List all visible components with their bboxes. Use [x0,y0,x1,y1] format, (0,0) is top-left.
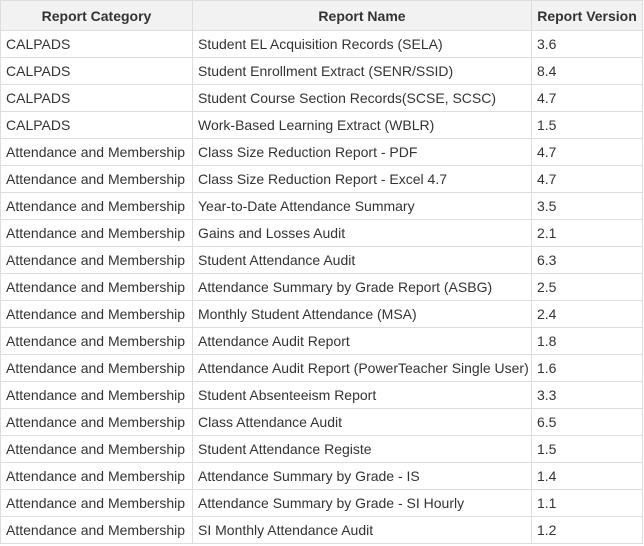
table-cell: 2.5 [532,274,643,301]
table-row: CALPADSStudent Course Section Records(SC… [1,85,643,112]
table-cell: Gains and Losses Audit [193,220,532,247]
table-cell: 1.2 [532,517,643,544]
table-cell: 1.5 [532,436,643,463]
table-cell: 6.3 [532,247,643,274]
table-cell: 2.4 [532,301,643,328]
table-cell: Attendance Summary by Grade - SI Hourly [193,490,532,517]
table-row: Attendance and MembershipStudent Attenda… [1,436,643,463]
table-cell: Attendance and Membership [1,436,193,463]
table-cell: Attendance and Membership [1,490,193,517]
table-cell: Attendance and Membership [1,517,193,544]
table-row: Attendance and MembershipAttendance Audi… [1,355,643,382]
table-row: Attendance and MembershipClass Size Redu… [1,166,643,193]
table-cell: CALPADS [1,85,193,112]
table-row: Attendance and MembershipClass Size Redu… [1,139,643,166]
table-cell: Attendance and Membership [1,382,193,409]
table-cell: Attendance and Membership [1,463,193,490]
table-cell: 3.6 [532,31,643,58]
table-cell: Monthly Student Attendance (MSA) [193,301,532,328]
table-cell: Attendance and Membership [1,166,193,193]
header-row: Report CategoryReport NameReport Version [1,1,643,31]
table-cell: 4.7 [532,139,643,166]
table-cell: Class Size Reduction Report - Excel 4.7 [193,166,532,193]
table-cell: 6.5 [532,409,643,436]
table-cell: 8.4 [532,58,643,85]
table-cell: Student EL Acquisition Records (SELA) [193,31,532,58]
table-cell: Attendance and Membership [1,409,193,436]
table-cell: SI Monthly Attendance Audit [193,517,532,544]
table-cell: Attendance Summary by Grade Report (ASBG… [193,274,532,301]
table-cell: Year-to-Date Attendance Summary [193,193,532,220]
table-cell: Attendance and Membership [1,220,193,247]
table-cell: Attendance and Membership [1,274,193,301]
table-cell: CALPADS [1,58,193,85]
table-cell: 1.4 [532,463,643,490]
table-cell: 1.6 [532,355,643,382]
column-header: Report Category [1,1,193,31]
table-cell: Attendance Summary by Grade - IS [193,463,532,490]
table-row: Attendance and MembershipAttendance Summ… [1,490,643,517]
table-cell: 1.5 [532,112,643,139]
table-row: CALPADSWork-Based Learning Extract (WBLR… [1,112,643,139]
table-row: Attendance and MembershipSI Monthly Atte… [1,517,643,544]
table-cell: 2.1 [532,220,643,247]
table-cell: Student Attendance Audit [193,247,532,274]
table-row: CALPADSStudent EL Acquisition Records (S… [1,31,643,58]
table-row: CALPADSStudent Enrollment Extract (SENR/… [1,58,643,85]
table-cell: Work-Based Learning Extract (WBLR) [193,112,532,139]
table-row: Attendance and MembershipAttendance Summ… [1,274,643,301]
table-cell: Class Size Reduction Report - PDF [193,139,532,166]
table-cell: Attendance and Membership [1,355,193,382]
table-cell: 4.7 [532,166,643,193]
table-cell: Attendance and Membership [1,247,193,274]
table-body: CALPADSStudent EL Acquisition Records (S… [1,31,643,544]
table-cell: Attendance and Membership [1,328,193,355]
table-cell: 3.5 [532,193,643,220]
table-cell: Student Course Section Records(SCSE, SCS… [193,85,532,112]
table-cell: CALPADS [1,112,193,139]
table-cell: Attendance and Membership [1,193,193,220]
table-row: Attendance and MembershipStudent Attenda… [1,247,643,274]
table-row: Attendance and MembershipAttendance Audi… [1,328,643,355]
table-cell: Attendance and Membership [1,139,193,166]
table-cell: 1.1 [532,490,643,517]
column-header: Report Name [193,1,532,31]
table-cell: Attendance Audit Report [193,328,532,355]
table-row: Attendance and MembershipStudent Absente… [1,382,643,409]
table-cell: Class Attendance Audit [193,409,532,436]
table-row: Attendance and MembershipClass Attendanc… [1,409,643,436]
table-cell: CALPADS [1,31,193,58]
table-cell: 1.8 [532,328,643,355]
table-cell: Student Attendance Registe [193,436,532,463]
table-row: Attendance and MembershipAttendance Summ… [1,463,643,490]
table-cell: 4.7 [532,85,643,112]
table-row: Attendance and MembershipGains and Losse… [1,220,643,247]
table-row: Attendance and MembershipYear-to-Date At… [1,193,643,220]
table-cell: Student Enrollment Extract (SENR/SSID) [193,58,532,85]
column-header: Report Version [532,1,643,31]
table-cell: Attendance and Membership [1,301,193,328]
table-row: Attendance and MembershipMonthly Student… [1,301,643,328]
table-cell: Attendance Audit Report (PowerTeacher Si… [193,355,532,382]
table-cell: Student Absenteeism Report [193,382,532,409]
table-cell: 3.3 [532,382,643,409]
table-header: Report CategoryReport NameReport Version [1,1,643,31]
